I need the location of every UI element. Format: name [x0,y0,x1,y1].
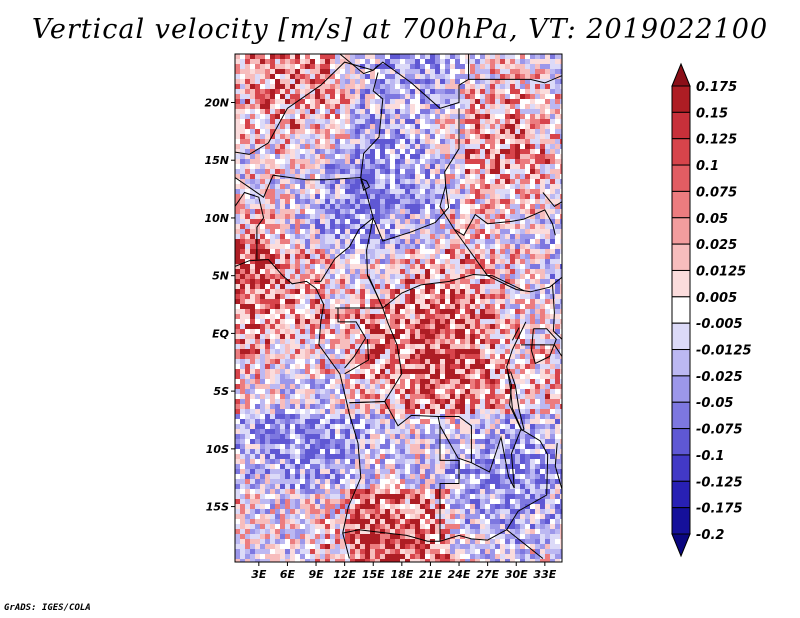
x-tick-label: 21E [419,568,442,581]
colorbar-bin [671,85,691,113]
x-tick-label: 27E [476,568,499,581]
colorbar-bin [671,164,691,192]
border-line [360,178,371,191]
colorbar-label: -0.1 [696,449,724,464]
colorbar-label: -0.175 [696,502,743,517]
colorbar-bin [671,269,691,298]
colorbar-bin [671,190,691,219]
y-tick-label: 20N [204,96,229,109]
border-line [511,327,520,341]
y-tick-label: EQ [212,327,229,340]
colorbar-label: 0.125 [696,133,737,148]
colorbar-bin [671,138,691,166]
border-line [235,174,374,282]
border-line [360,72,384,178]
border-line [349,400,522,489]
border-line [235,61,379,155]
colorbar-label: -0.075 [696,423,743,438]
border-line [235,258,362,559]
y-tick-label: 5N [212,270,229,283]
x-tick-label: 6E [280,568,296,581]
country-borders [235,54,562,559]
y-tick-label: 10S [206,443,229,456]
colorbar-bin [671,507,691,535]
colorbar-bin [671,62,691,87]
border-line [507,371,525,432]
border-line [372,185,450,242]
colorbar-bin [671,349,691,377]
border-line [235,191,265,260]
border-line [454,209,556,236]
colorbar-bin [671,480,691,509]
colorbar-label: 0.175 [696,80,737,95]
border-line [342,529,360,534]
colorbar: 0.175 0.15 0.125 0.1 0.075 0.05 0.025 0.0125 0.0… [671,62,752,558]
colorbar-label: 0.15 [696,106,728,121]
credit-label: GrADS: IGES/COLA [4,603,91,613]
colorbar-label: 0.005 [696,291,737,306]
border-line [506,428,549,559]
border-line [344,339,370,375]
colorbar-label: -0.05 [696,396,733,411]
colorbar-bin [671,401,691,430]
colorbar-label: -0.025 [696,370,743,385]
colorbar-label: 0.0125 [696,264,746,279]
border-line [438,416,472,463]
x-tick-label: 33E [533,568,556,581]
colorbar-bin [671,243,691,271]
border-line [338,217,384,309]
y-axis: 20N 15N 10N 5N EQ 5S 10S 15S [204,96,235,514]
border-line [368,273,525,309]
border-line [554,443,562,492]
colorbar-bin [671,375,691,403]
border-line [358,529,507,542]
colorbar-bin [671,296,691,324]
border-line [468,75,562,84]
border-line [337,308,367,369]
colorbar-label: 0.05 [696,212,728,227]
colorbar-label: 0.075 [696,185,737,200]
colorbar-label: 0.1 [696,159,719,174]
x-tick-label: 24E [448,568,471,581]
map-frame [234,53,563,563]
border-line [506,321,527,430]
x-axis: 3E 6E 9E 12E 15E 18E 21E 24E 27E 30E 33E [251,562,557,581]
colorbar-bin [671,533,691,558]
colorbar-bin [671,454,691,482]
border-line [552,284,562,340]
colorbar-bin [671,111,691,140]
x-tick-label: 18E [390,568,413,581]
colorbar-label: -0.2 [696,528,724,543]
x-tick-label: 15E [362,568,385,581]
x-tick-label: 30E [505,568,528,581]
x-tick-label: 3E [251,568,267,581]
vertical-velocity-field [235,54,562,562]
colorbar-bin [671,322,691,351]
border-line [338,54,470,109]
border-line [439,425,460,542]
colorbar-label: 0.025 [696,238,737,253]
colorbar-label: -0.125 [696,475,743,490]
chart-title: Vertical velocity [m/s] at 700hPa, VT: 2… [31,14,769,45]
y-tick-label: 15N [204,154,229,167]
colorbar-bin [671,428,691,456]
colorbar-label: -0.005 [696,317,743,332]
y-tick-label: 15S [206,501,229,514]
colorbar-bin [671,217,691,245]
x-tick-label: 12E [333,568,356,581]
border-line [542,192,562,208]
colorbar-label: -0.0125 [696,344,752,359]
border-line [530,328,557,365]
y-tick-label: 10N [204,212,229,225]
y-tick-label: 5S [213,385,229,398]
x-tick-label: 9E [308,568,324,581]
